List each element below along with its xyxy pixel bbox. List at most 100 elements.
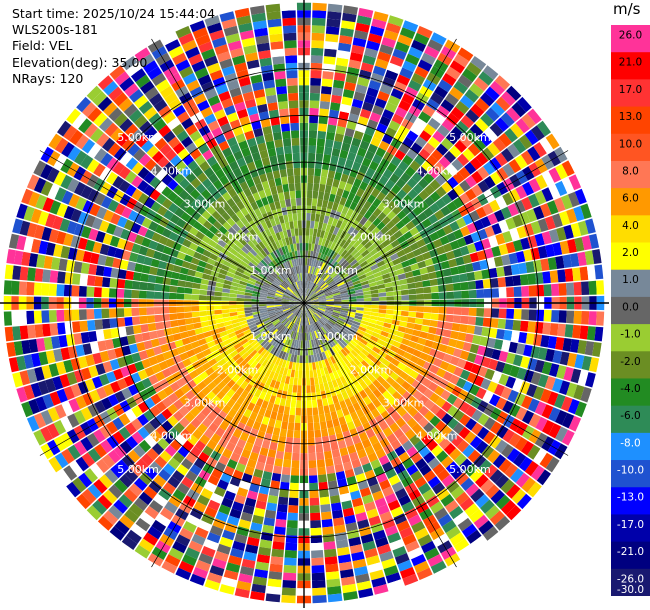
gate-cell [148,221,159,232]
gate-cell [365,428,376,439]
gate-cell [184,287,193,294]
gate-cell [255,461,265,471]
gate-cell [370,522,384,534]
gate-cell [253,371,261,380]
gate-cell [227,188,237,198]
gate-cell [231,204,240,214]
gate-cell [359,260,368,268]
gate-cell [545,244,555,258]
gate-cell [382,168,393,179]
gate-cell [290,354,295,362]
gate-cell [134,47,151,62]
gate-cell [241,147,251,158]
gate-cell [175,25,192,39]
gate-cell [293,160,301,169]
gate-cell [476,308,485,317]
gate-cell [161,306,170,314]
gate-cell [573,384,585,400]
gate-cell [54,404,67,419]
gate-cell [212,76,226,88]
gate-cell [295,316,299,325]
gate-cell [311,301,319,303]
gate-cell [148,480,162,494]
gate-cell [264,332,272,340]
gate-cell [159,143,172,156]
gate-cell [322,533,335,543]
gate-cell [185,46,200,59]
gate-cell [100,152,113,167]
gate-cell [75,249,85,262]
gate-cell [333,344,341,353]
gate-cell [93,308,102,319]
gate-cell [364,150,375,161]
gate-cell [321,511,332,520]
gate-cell [255,199,264,208]
gate-cell [87,320,96,331]
gate-cell [260,348,268,357]
gate-cell [354,315,363,320]
gate-cell [343,278,352,284]
gate-cell [26,368,38,384]
gate-cell [222,375,232,385]
gate-cell [317,292,325,297]
gate-cell [69,129,84,146]
gate-cell [473,514,489,529]
gate-cell [557,323,566,337]
gate-cell [400,310,409,317]
gate-cell [384,69,399,81]
gate-cell [445,132,459,145]
gate-cell [317,320,324,327]
gate-cell [449,221,460,232]
gate-cell [271,242,278,251]
gate-cell [186,379,197,390]
gate-cell [28,253,39,267]
gate-cell [335,265,342,272]
gate-cell [325,294,334,298]
gate-cell [457,74,473,89]
gate-cell [262,72,274,82]
gate-cell [289,275,295,284]
gate-cell [109,278,118,288]
gate-cell [206,401,216,412]
gate-cell [315,312,322,318]
gate-cell [317,294,326,298]
gate-cell [113,368,124,381]
gate-cell [368,80,382,91]
gate-cell [189,573,206,586]
gate-cell [355,84,368,95]
gate-cell [418,111,432,124]
gate-cell [220,264,230,272]
gate-cell [66,371,78,386]
gate-cell [273,320,281,326]
gate-cell [339,271,348,278]
gate-cell [480,378,492,390]
gate-cell [515,472,530,488]
gate-cell [239,116,251,126]
gate-cell [533,386,545,401]
gate-cell [289,301,297,303]
gate-cell [185,205,196,216]
gate-cell [309,258,313,267]
gate-cell [207,381,217,391]
gate-cell [498,132,512,148]
gate-cell [306,309,311,317]
gate-cell [215,427,226,438]
gate-cell [284,290,292,296]
gate-cell [217,380,227,390]
gate-cell [359,455,370,466]
gate-cell [466,272,476,281]
gate-cell [545,348,555,362]
gate-cell [564,324,574,338]
gate-cell [341,299,349,302]
gate-cell [168,45,184,59]
gate-cell [426,333,436,341]
gate-cell [274,71,286,80]
gate-cell [476,345,487,356]
gate-cell [54,137,69,154]
gate-cell [317,308,325,313]
gate-cell [417,260,427,269]
gate-cell [412,349,422,358]
gate-cell [313,322,319,331]
gate-cell [401,338,411,346]
gate-cell [466,529,482,544]
